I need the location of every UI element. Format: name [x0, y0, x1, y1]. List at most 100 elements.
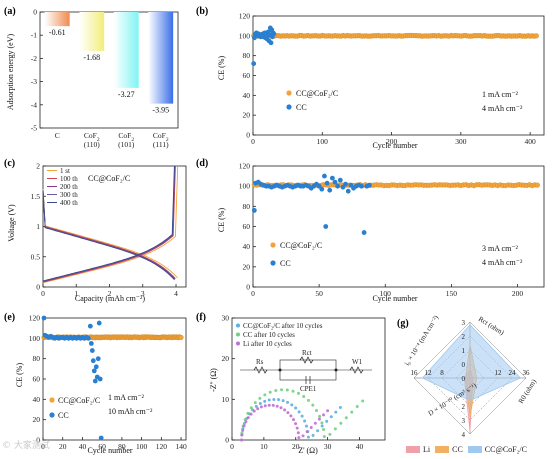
radar-bottom-tick-2: 4 — [462, 431, 466, 439]
panel-c-discharge-curve-1 — [42, 189, 176, 279]
panel-f-point-2-16 — [286, 411, 290, 415]
panel-d-legend-marker-2 — [270, 260, 276, 266]
legend-item-cc-cof2: CC@CoF₂/C — [467, 444, 527, 454]
panel-d-ylabel: CE (%) — [217, 208, 226, 233]
panel-f-tail-point-0-5 — [329, 415, 333, 419]
panel-e-ytick-label-0: 0 — [36, 436, 40, 445]
panel-e-ytick-label-1: 20 — [33, 415, 41, 424]
panel-a-ytick-label-5: -5 — [31, 124, 37, 133]
panel-f-tail-point-1-2 — [333, 427, 337, 431]
panel-f-point-2-22 — [297, 436, 301, 440]
panel-d-annotation-current: 3 mA cm⁻² — [482, 244, 519, 253]
panel-f-tail-point-0-3 — [320, 424, 324, 428]
panel-e-annotation-capacity: 10 mAh cm⁻² — [108, 407, 153, 416]
panel-f-legend-marker-0 — [236, 323, 240, 328]
panel-f: (f) -Z'' (Ω) Z' (Ω) 0 10 20 30 40 0 10 20 30 CC@… — [196, 312, 386, 455]
panel-f-ytick-label-3: 30 — [222, 314, 230, 323]
panel-f-point-0-8 — [258, 402, 262, 406]
circuit-node-1 — [278, 368, 282, 372]
panel-a: (a) Adsorption energy (eV) 0 -1 -2 -3 -4 -5 -… — [4, 6, 179, 149]
panel-b-annotation-capacity: 4 mAh cm⁻² — [482, 104, 523, 113]
panel-e-legend-marker-2 — [49, 412, 55, 418]
panel-f-point-2-15 — [283, 408, 287, 412]
panel-f-point-2-13 — [275, 404, 279, 408]
panel-e-xtick-label-1: 20 — [59, 442, 67, 451]
panel-a-bar-2 — [113, 12, 139, 88]
panel-b-xtick-label-4: 400 — [525, 137, 537, 146]
panel-c-legend-2: 200 th — [60, 183, 78, 191]
panel-f-point-1-20 — [320, 421, 324, 425]
panel-f-ylabel: -Z'' (Ω) — [209, 368, 218, 392]
legend-swatch-li — [406, 445, 420, 453]
panel-a-value-label-3: -3.95 — [152, 106, 169, 115]
panel-f-point-1-10 — [274, 389, 278, 393]
panel-e-point-cc-26 — [89, 348, 95, 353]
panel-f-legend-0: CC@CoF₂/C after 10 cycles — [243, 322, 323, 330]
panel-d-xtick-label-1: 50 — [315, 289, 323, 298]
panel-f-xtick-label-0: 0 — [230, 442, 234, 451]
watermark: © 大家测试 — [2, 441, 50, 451]
panel-f-ytick-label-0: 0 — [225, 436, 229, 445]
circuit-label-w1: W1 — [352, 358, 363, 366]
panel-c-ytick-label-1: 0.5 — [31, 252, 41, 261]
radar-right-tick-1: 24 — [509, 369, 517, 377]
panel-b-label: (b) — [196, 6, 208, 17]
panel-f-point-1-15 — [302, 395, 306, 399]
panel-f-point-1-1 — [240, 431, 244, 435]
radar-bottom-tick-1: 3 — [462, 417, 466, 425]
radar-axis-label-rct: Rct (ohm) — [477, 315, 506, 337]
panel-d-ytick-label-3: 60 — [243, 222, 251, 231]
panel-d-point-cc-34 — [337, 177, 343, 183]
radar-right-tick-2: 12 — [495, 369, 503, 377]
panel-g-label: (g) — [397, 318, 409, 329]
panel-d-point-cc-32 — [332, 179, 338, 185]
panel-f-point-1-11 — [280, 388, 284, 392]
panel-f-tail-point-2-6 — [322, 413, 326, 417]
panel-d-ytick-label-1: 20 — [243, 262, 251, 271]
panel-c-legend-1: 100 th — [60, 175, 78, 183]
panel-f-tail-point-2-2 — [305, 430, 309, 434]
circuit-w1 — [349, 366, 364, 374]
panel-e: (e) CE (%) Cycle number 0 20 40 60 80 100 120 1… — [4, 312, 187, 455]
panel-f-point-2-18 — [291, 418, 295, 422]
panel-b-point-cc-29 — [271, 31, 277, 37]
panel-b-xtick-label-1: 100 — [317, 137, 329, 146]
panel-e-xlabel: Cycle number — [87, 446, 132, 455]
panel-g-legend: Li CC CC@CoF₂/C — [406, 442, 552, 456]
panel-f-point-0-22 — [306, 435, 310, 439]
panel-f-legend-marker-2 — [236, 341, 240, 346]
panel-f-tail-point-1-3 — [339, 421, 343, 425]
panel-e-ytick-label-6: 120 — [29, 314, 41, 323]
panel-b-point-cc-25 — [268, 40, 274, 46]
radar-bottom-tick-0: 2 — [462, 403, 466, 411]
panel-a-ylabel: Adsorption energy (eV) — [6, 34, 15, 111]
panel-f-point-0-11 — [272, 397, 276, 401]
panel-c-charge-curve-4 — [42, 165, 175, 282]
panel-f-point-0-10 — [267, 398, 271, 402]
radar-top-tick-0: 3 — [462, 319, 466, 327]
panel-e-ytick-label-5: 100 — [29, 334, 41, 343]
panel-a-ytick-label-4: -4 — [31, 100, 37, 109]
panel-b-legend-marker-2 — [286, 104, 292, 110]
panel-b-xlabel: Cycle number — [372, 141, 417, 150]
panel-f-point-1-21 — [322, 428, 326, 432]
panel-c-title: CC@CoF₂/C — [88, 174, 130, 183]
panel-f-point-0-15 — [290, 403, 294, 407]
panel-c-xtick-label-4: 4 — [174, 289, 178, 298]
panel-b-ytick-label-0: 0 — [246, 131, 250, 140]
panel-f-point-2-8 — [256, 407, 260, 411]
panel-f-point-1-4 — [246, 411, 250, 415]
panel-f-point-1-12 — [285, 388, 289, 392]
panel-a-bar-0 — [44, 12, 70, 27]
panel-d-ytick-label-5: 100 — [239, 182, 251, 191]
panel-e-xtick-label-2: 40 — [79, 442, 87, 451]
panel-c-charge-curve-1 — [42, 165, 176, 283]
panel-b-ytick-label-6: 120 — [239, 12, 251, 21]
legend-label-cc-cof2: CC@CoF₂/C — [484, 444, 527, 454]
panel-d-xtick-label-3: 150 — [446, 289, 458, 298]
panel-f-tail-point-1-7 — [361, 399, 365, 403]
panel-f-legend-1: CC after 10 cycles — [243, 331, 295, 339]
panel-c-xlabel: Capacity (mAh cm⁻²) — [75, 294, 145, 303]
panel-f-legend-2: Li after 10 cycles — [243, 340, 292, 348]
